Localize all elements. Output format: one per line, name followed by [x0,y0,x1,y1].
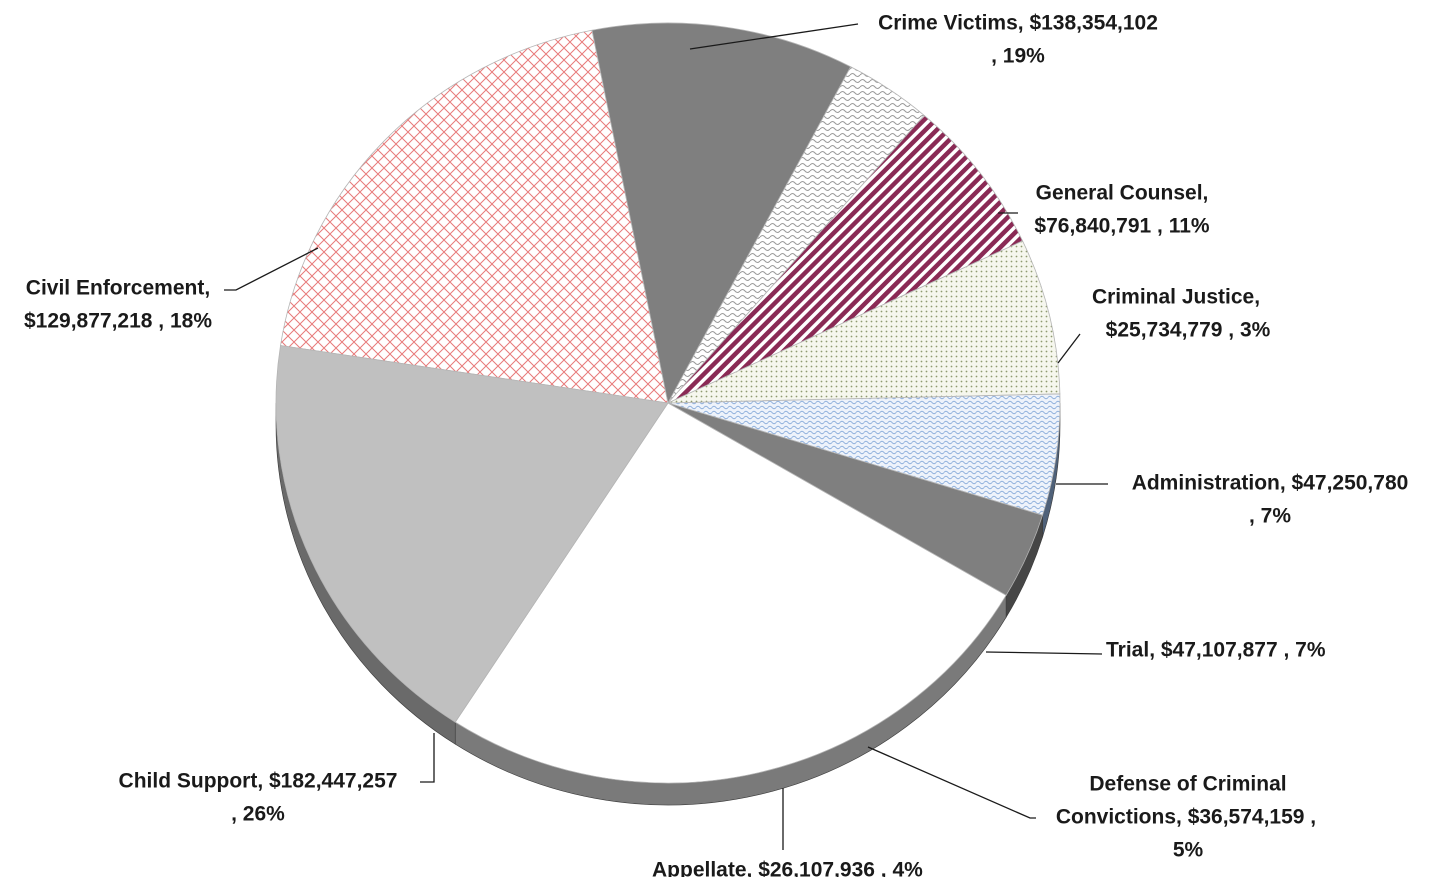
leader-line-7 [420,733,435,783]
data-label-0-line-0: Crime Victims, $138,354,102 [878,12,1158,35]
data-label-0-line-1: , 19% [991,45,1045,68]
leader-line-8 [224,247,319,291]
pie-slice-trial [667,240,1061,404]
data-label-3-line-1: , 7% [1249,505,1291,528]
data-label-7-line-0: Child Support, $182,447,257 [119,770,398,793]
data-label-1-line-0: General Counsel, [1036,182,1209,205]
leader-line-5 [867,746,1036,819]
data-label-6-line-0: Appellate, $26,107,936 , 4% [652,859,923,877]
data-label-2-line-0: Criminal Justice, [1092,286,1260,309]
data-label-1-line-1: $76,840,791 , 11% [1034,215,1209,238]
pie-top-layer [275,22,1061,784]
pie-slice-civil-enforcement [275,345,669,723]
data-label-3-line-0: Administration, $47,250,780 [1132,472,1409,495]
data-label-8-line-0: Civil Enforcement, [26,277,210,300]
data-label-2-line-1: $25,734,779 , 3% [1106,319,1271,342]
leader-line-2 [1057,333,1081,364]
data-label-5-line-1: Convictions, $36,574,159 , [1056,806,1316,829]
pie-slice-general-counsel [591,22,852,405]
data-label-8-line-1: $129,877,218 , 18% [24,310,212,333]
data-label-5-line-2: 5% [1173,839,1204,862]
leader-lines [224,23,1108,850]
data-label-5-line-0: Defense of Criminal [1089,773,1286,796]
pie-slice-crime-victims [280,29,669,404]
leader-line-4 [985,651,1103,655]
data-label-4-line-0: Trial, $47,107,877 , 7% [1106,639,1326,662]
pie-slice-administration [667,114,1024,404]
pie-slice-child-support [454,402,1007,784]
data-label-7-line-1: , 26% [231,803,285,826]
leader-line-0 [689,23,859,50]
data-labels: Crime Victims, $138,354,102 , 19% General … [24,12,1408,877]
